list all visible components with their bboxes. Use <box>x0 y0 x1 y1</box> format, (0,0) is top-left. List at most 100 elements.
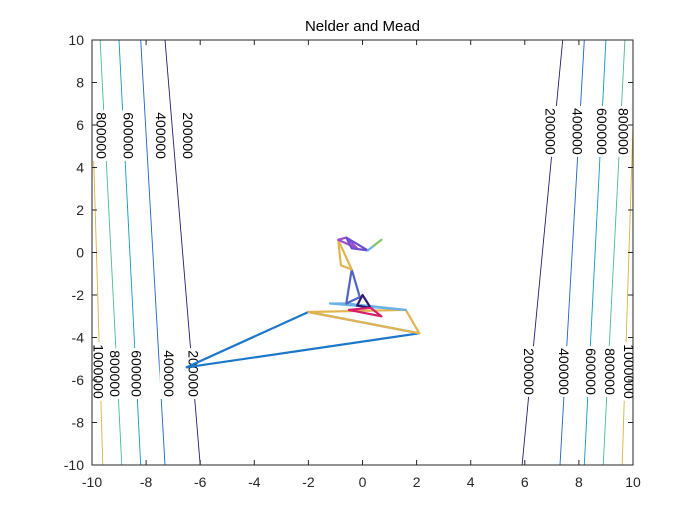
contour-label-bg <box>178 110 195 161</box>
contour-label-group: 800000 <box>600 346 618 397</box>
contour-label-group: 200000 <box>519 346 537 397</box>
contour-label-bg <box>92 110 109 161</box>
contour-label: 800000 <box>93 112 109 159</box>
contour-label-bg <box>554 346 571 397</box>
y-tick-label: -6 <box>72 372 85 388</box>
contour-label-group: 200000 <box>184 348 201 399</box>
y-tick-label: 10 <box>68 32 84 48</box>
contour-label-bg <box>614 106 631 157</box>
contour-label-bg <box>600 346 617 397</box>
contour-label-group: 1000000 <box>89 342 107 401</box>
x-tick-label: 2 <box>413 474 421 490</box>
contour-label-bg <box>105 348 122 399</box>
y-tick-label: 2 <box>76 202 84 218</box>
contour-label-bg <box>184 348 201 399</box>
y-tick-label: -2 <box>72 287 85 303</box>
contour-lines <box>91 39 634 466</box>
x-tick-label: -10 <box>82 474 102 490</box>
contour-label: 200000 <box>542 108 558 155</box>
contour-label-bg <box>541 106 558 157</box>
contour-label-group: 400000 <box>568 106 585 157</box>
contour-label-group: 200000 <box>178 110 196 161</box>
contour-label: 600000 <box>129 350 145 397</box>
y-tick-label: 0 <box>76 245 84 261</box>
y-tick-label: -8 <box>72 415 85 431</box>
contour-label: 400000 <box>161 350 177 397</box>
contour-label-group: 200000 <box>541 106 558 157</box>
contour-line-800000-left <box>99 39 123 466</box>
contour-label-group: 600000 <box>581 346 599 397</box>
contour-label: 600000 <box>120 112 136 159</box>
simplex-step-8 <box>337 236 359 250</box>
contour-label-group: 600000 <box>592 106 610 157</box>
contour-label: 800000 <box>615 108 631 155</box>
contour-label: 400000 <box>569 108 585 155</box>
contour-label-bg <box>119 110 136 161</box>
x-tick-label: -6 <box>194 474 207 490</box>
contour-line-1000000-right <box>621 124 634 466</box>
x-tick-label: 0 <box>359 474 367 490</box>
contour-line-400000-left <box>140 39 166 466</box>
contour-label-group: 600000 <box>119 110 136 161</box>
contour-label: 200000 <box>180 112 196 159</box>
contour-label: 600000 <box>594 108 610 155</box>
contour-label: 400000 <box>556 348 572 395</box>
contour-line-800000-right <box>602 39 626 466</box>
contour-line-1000000-left <box>91 103 104 466</box>
contour-label-bg <box>519 346 536 397</box>
y-tick-label: 8 <box>76 75 84 91</box>
simplex-step-1 <box>185 310 421 369</box>
contour-label: 800000 <box>602 348 618 395</box>
contour-label-group: 600000 <box>127 348 145 399</box>
x-tick-label: -2 <box>302 474 315 490</box>
x-tick-label: -8 <box>140 474 153 490</box>
contour-label: 1000000 <box>91 344 107 399</box>
contour-label-bg <box>159 348 176 399</box>
simplex-step-5 <box>356 293 372 309</box>
contour-label-bg <box>89 342 106 401</box>
contour-line-400000-right <box>559 39 585 466</box>
contour-label-group: 400000 <box>151 110 169 161</box>
contour-label: 200000 <box>521 348 537 395</box>
contour-label-group: 800000 <box>614 106 631 157</box>
x-tick-label: 8 <box>575 474 583 490</box>
simplex-step-7 <box>347 306 383 318</box>
contour-line-600000-left <box>118 39 142 466</box>
contour-label: 400000 <box>153 112 169 159</box>
simplex-step-9 <box>345 236 369 252</box>
y-tick-label: -10 <box>64 457 84 473</box>
simplex-step-4 <box>345 268 361 305</box>
contour-label: 800000 <box>107 350 123 397</box>
x-tick-label: 4 <box>467 474 475 490</box>
simplex-step-6 <box>337 238 353 271</box>
simplex-step-11 <box>372 238 383 248</box>
axes: -10 -8 -6 -4 -2 0 2 4 6 8 10 -10 -8 -6 -4 -2 0 2 4 6 8 10 <box>64 32 641 490</box>
contour-line-600000-right <box>583 39 607 466</box>
contour-label-bg <box>581 346 598 397</box>
contour-label-bg <box>592 106 609 157</box>
y-tick-label: 4 <box>76 160 84 176</box>
contour-label-group: 1000000 <box>619 342 637 401</box>
contour-line-200000-left <box>164 39 201 466</box>
contour-label-group: 400000 <box>159 348 177 399</box>
x-tick-label: 6 <box>521 474 529 490</box>
contour-label-group: 400000 <box>554 346 572 397</box>
x-tick-label: -4 <box>248 474 261 490</box>
simplex-trajectory <box>185 236 421 369</box>
contour-label-bg <box>568 106 585 157</box>
contour-label: 1000000 <box>621 344 637 399</box>
contour-label-bg <box>127 348 144 399</box>
contour-label-bg <box>619 342 636 401</box>
contour-label-group: 800000 <box>105 348 123 399</box>
chart-title: Nelder and Mead <box>305 18 420 35</box>
contour-label: 600000 <box>583 348 599 395</box>
contour-label-group: 800000 <box>92 110 109 161</box>
y-tick-label: -4 <box>72 330 85 346</box>
y-tick-label: 6 <box>76 117 84 133</box>
plot-frame <box>91 39 634 466</box>
contour-line-200000-right <box>521 39 564 466</box>
contour-label: 200000 <box>185 350 201 397</box>
x-tick-label: 10 <box>625 474 641 490</box>
contour-labels: 2000004000006000008000002000004000006000… <box>89 106 637 401</box>
